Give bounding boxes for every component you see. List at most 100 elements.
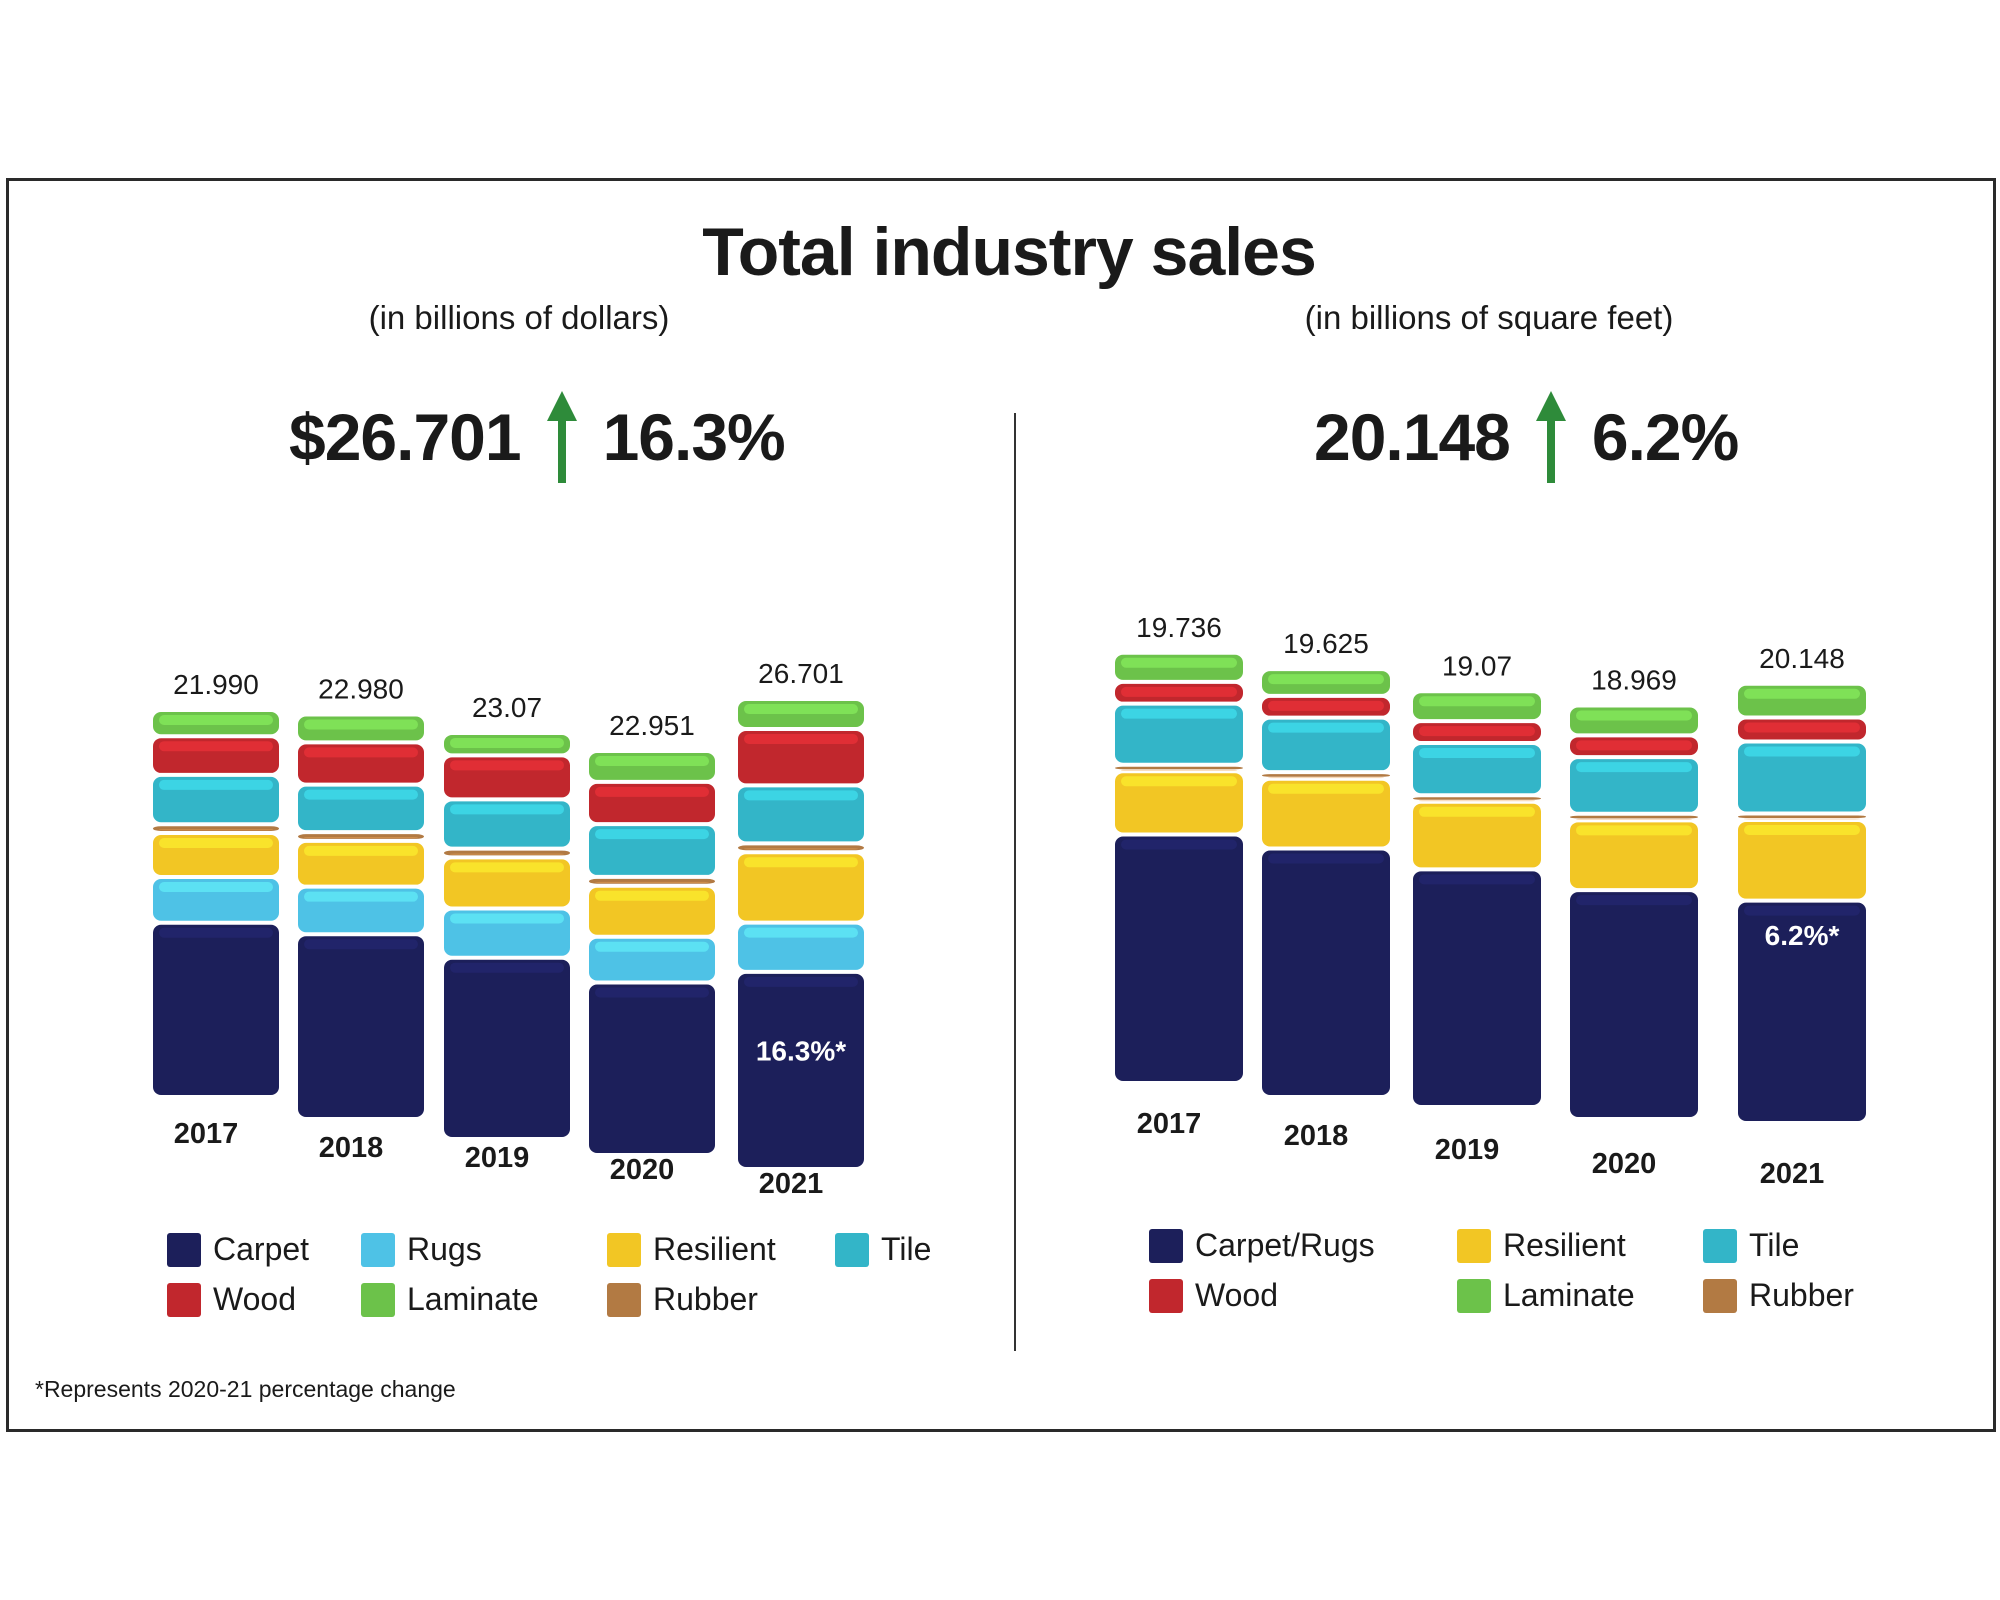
total-label-2018: 22.980: [318, 674, 404, 705]
legend-item-tile: Tile: [835, 1231, 931, 1268]
legend-label-rugs: Rugs: [407, 1231, 482, 1267]
bar-segment-carpet-rugs-2020: [1570, 892, 1698, 1117]
legend-item-laminate: Laminate: [1457, 1277, 1635, 1314]
bar-highlight-tile-2018: [1268, 722, 1384, 733]
category-label-2019: 2019: [465, 1142, 530, 1174]
bar-highlight-rubber-2017: [159, 829, 273, 831]
legend-item-laminate: Laminate: [361, 1281, 539, 1318]
footnote: *Represents 2020-21 percentage change: [35, 1376, 456, 1402]
right-chart: 19.736 2017 19.625 2018 19.07 2019 18.969 2020 2…: [1115, 612, 1866, 1190]
bar-highlight-wood-2018: [304, 747, 418, 758]
bar-segment-rubber-2018: [1262, 774, 1390, 777]
total-label-2019: 19.07: [1442, 650, 1512, 681]
bar-highlight-wood-2017: [1121, 686, 1237, 697]
bar-highlight-carpet-rugs-2021: [1744, 905, 1860, 916]
bar-highlight-tile-2021: [744, 790, 858, 801]
category-label-2018: 2018: [1284, 1120, 1349, 1152]
bar-highlight-carpet-rugs-2020: [1576, 895, 1692, 906]
bar-highlight-wood-2019: [450, 760, 564, 771]
stacked-bar-charts: 21.990 2017 22.980 2018 23.07 2019 22.951 2020 2…: [153, 612, 1866, 1200]
bar-segment-carpet-2019: [444, 959, 570, 1137]
category-label-2020: 2020: [610, 1154, 675, 1186]
right-headline-change: 6.2%: [1591, 400, 1739, 474]
bar-highlight-rubber-2017: [1121, 769, 1237, 771]
total-label-2019: 23.07: [472, 692, 542, 723]
left-headline-value: $26.701: [289, 400, 522, 474]
total-label-2017: 19.736: [1136, 612, 1222, 643]
legend-item-resilient: Resilient: [1457, 1227, 1626, 1264]
bar-highlight-resilient-2019: [1419, 806, 1535, 817]
legend-item-rubber: Rubber: [1703, 1277, 1854, 1314]
bar-segment-rubber-2019: [444, 850, 570, 856]
bar-segment-carpet-2017: [153, 924, 279, 1095]
legend-label-carpet-rugs: Carpet/Rugs: [1195, 1227, 1375, 1263]
right-headline-value: 20.148: [1314, 400, 1511, 474]
bar-highlight-resilient-2017: [1121, 776, 1237, 787]
left-headline-change: 16.3%: [602, 400, 786, 474]
legend-swatch-tile: [1703, 1228, 1737, 1263]
total-label-2020: 22.951: [609, 710, 695, 741]
legend-label-laminate: Laminate: [1503, 1277, 1635, 1313]
bar-highlight-tile-2020: [595, 829, 709, 840]
bar-highlight-rubber-2018: [1268, 777, 1384, 779]
panel-divider: [1014, 413, 1016, 1351]
legend-label-wood: Wood: [1195, 1277, 1279, 1313]
bar-highlight-tile-2019: [1419, 747, 1535, 758]
bar-highlight-carpet-rugs-2018: [1268, 853, 1384, 864]
legend-label-tile: Tile: [881, 1231, 932, 1267]
change-annotation-2021: 16.3%*: [756, 1036, 846, 1067]
left-chart: 21.990 2017 22.980 2018 23.07 2019 22.951 2020 2…: [153, 658, 864, 1200]
bar-highlight-laminate-2019: [450, 737, 564, 748]
bar-segment-tile-2017: [1115, 705, 1243, 763]
bar-highlight-wood-2021: [744, 734, 858, 744]
change-annotation-2021: 6.2%*: [1765, 920, 1840, 951]
bar-highlight-rubber-2018: [304, 837, 418, 839]
legend-swatch-tile: [835, 1232, 869, 1267]
legend-item-resilient: Resilient: [607, 1231, 776, 1268]
category-label-2021: 2021: [759, 1168, 824, 1200]
legend-item-carpet-rugs: Carpet/Rugs: [1149, 1227, 1375, 1264]
left-subtitle: (in billions of dollars): [368, 299, 670, 336]
bar-highlight-rubber-2021: [1744, 818, 1860, 820]
bar-highlight-tile-2017: [1121, 708, 1237, 719]
bar-segment-carpet-rugs-2019: [1413, 871, 1541, 1105]
bar-highlight-rubber-2020: [595, 881, 709, 883]
bar-segment-carpet-2021: [738, 973, 864, 1167]
bar-highlight-rugs-2020: [595, 941, 709, 952]
bar-segment-rubber-2021: [738, 845, 864, 851]
bar-highlight-tile-2019: [450, 804, 564, 815]
bar-highlight-laminate-2019: [1419, 696, 1535, 707]
bar-segment-resilient-2018: [1262, 780, 1390, 847]
up-arrow-icon: [546, 391, 577, 483]
bar-segment-rubber-2017: [153, 826, 279, 831]
bar-highlight-tile-2018: [304, 789, 418, 800]
legend-label-resilient: Resilient: [653, 1231, 776, 1267]
bar-highlight-laminate-2020: [595, 756, 709, 767]
bar-highlight-rugs-2017: [159, 882, 273, 892]
legend-item-wood: Wood: [1149, 1277, 1278, 1314]
bar-segment-carpet-rugs-2018: [1262, 850, 1390, 1095]
bar-segment-resilient-2021: [1738, 821, 1866, 899]
bar-highlight-rubber-2019: [450, 853, 564, 855]
right-headline: 20.148 6.2%: [1314, 391, 1739, 483]
left-headline: $26.701 16.3%: [289, 391, 786, 483]
bar-highlight-laminate-2017: [159, 714, 273, 725]
legend-item-wood: Wood: [167, 1281, 296, 1318]
legend-swatch-laminate: [1457, 1278, 1491, 1313]
bar-highlight-tile-2017: [159, 779, 273, 790]
bar-highlight-laminate-2017: [1121, 657, 1237, 668]
bar-highlight-wood-2019: [1419, 726, 1535, 737]
bar-highlight-wood-2017: [159, 741, 273, 752]
bar-segment-tile-2021: [738, 787, 864, 842]
bar-highlight-rubber-2021: [744, 848, 858, 850]
bar-highlight-rugs-2018: [304, 891, 418, 902]
bar-highlight-resilient-2020: [1576, 825, 1692, 836]
legend-swatch-wood: [1149, 1278, 1183, 1313]
legend-swatch-carpet-rugs: [1149, 1228, 1183, 1263]
bar-highlight-tile-2020: [1576, 762, 1692, 773]
bar-highlight-wood-2018: [1268, 700, 1384, 711]
bar-segment-rubber-2020: [589, 878, 715, 884]
bar-segment-carpet-rugs-2021: [1738, 902, 1866, 1121]
legend-swatch-laminate: [361, 1282, 395, 1317]
category-label-2019: 2019: [1435, 1134, 1500, 1166]
